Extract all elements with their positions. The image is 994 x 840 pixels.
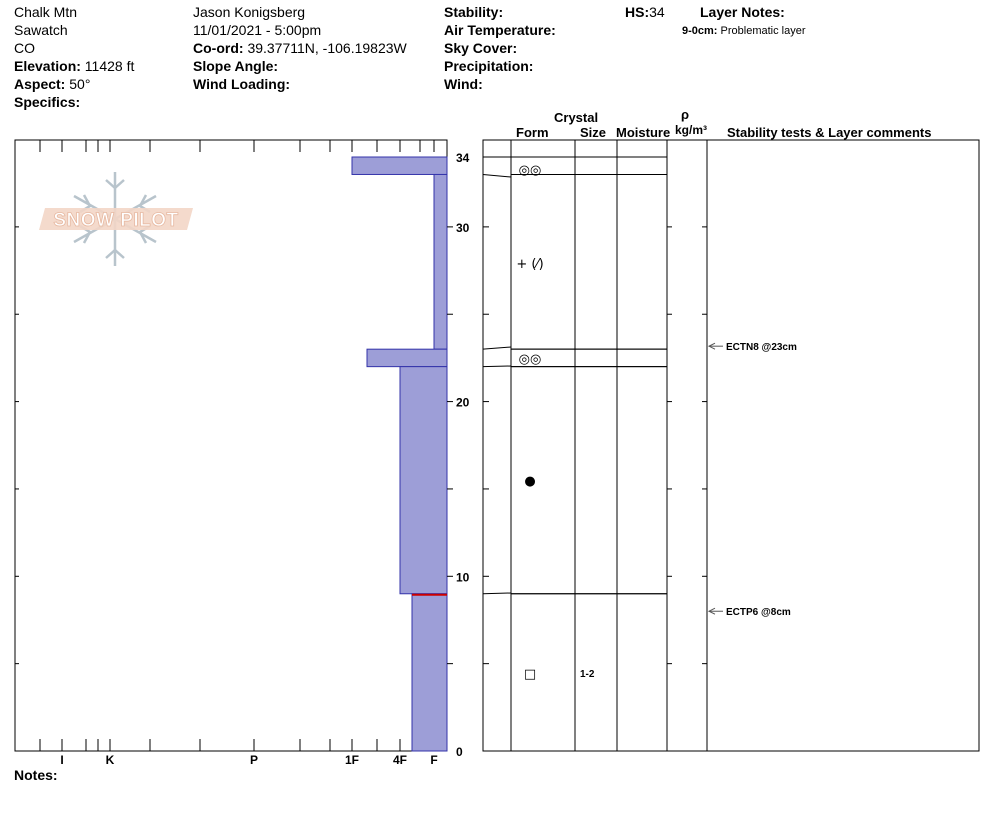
- coord-value: 39.37711N, -106.19823W: [247, 40, 407, 56]
- wind-label: Wind:: [444, 76, 483, 92]
- slope-angle-label: Slope Angle:: [193, 58, 279, 74]
- elevation-value: 11428 ft: [84, 58, 135, 74]
- stability-test-label: ECTP6 @8cm: [726, 607, 791, 618]
- depth-tick-label: 30: [456, 221, 470, 235]
- crystal-header: Crystal: [554, 110, 599, 125]
- depth-tick-label: 34: [456, 151, 470, 165]
- stability-arrow-icon: [707, 342, 716, 350]
- elevation: Elevation: 11428 ft: [14, 58, 134, 74]
- aspect: Aspect: 50°: [14, 76, 90, 92]
- precipitation-label: Precipitation:: [444, 58, 534, 74]
- density-unit-header: kg/m³: [675, 123, 708, 137]
- specifics-label: Specifics:: [14, 94, 81, 110]
- hardness-label: P: [250, 753, 258, 767]
- snow-height: HS:34: [625, 4, 665, 20]
- comments-header: Stability tests & Layer comments: [727, 125, 932, 140]
- crystal-form-symbol: ◎◎: [519, 352, 542, 367]
- depth-tick-label: 20: [456, 396, 470, 410]
- depth-connector: [482, 173, 512, 178]
- date-time: 11/01/2021 - 5:00pm: [193, 22, 322, 38]
- coord-label: Co-ord:: [193, 40, 244, 56]
- air-temperature-label: Air Temperature:: [444, 22, 556, 38]
- depth-connector: [482, 365, 512, 368]
- hs-label: HS:: [625, 4, 650, 20]
- mountain-range: Sawatch: [14, 22, 68, 38]
- hardness-bar: [433, 173, 448, 350]
- crystal-form-symbol: ◎◎: [519, 163, 542, 178]
- stability-label: Stability:: [444, 4, 504, 20]
- stability-arrow-icon: [707, 607, 716, 615]
- layer-note-depth: 9-0cm:: [682, 25, 718, 37]
- depth-tick-label: 0: [456, 745, 463, 759]
- rho-header: ρ: [681, 107, 690, 122]
- crystal-form-symbol: + (⁄): [516, 257, 543, 272]
- hardness-bar: [351, 156, 448, 175]
- size-header: Size: [580, 125, 607, 140]
- depth-connector: [482, 592, 512, 595]
- stability-test-label: ECTN8 @23cm: [726, 342, 797, 353]
- hardness-label: 4F: [393, 753, 407, 767]
- sky-cover-label: Sky Cover:: [444, 40, 518, 56]
- hardness-label: F: [430, 753, 437, 767]
- hardness-label: I: [60, 753, 63, 767]
- location-name: Chalk Mtn: [14, 4, 78, 20]
- coordinates: Co-ord: 39.37711N, -106.19823W: [193, 40, 407, 56]
- state: CO: [14, 40, 35, 56]
- crystal-form-symbol: □: [524, 667, 536, 682]
- hs-value: 34: [649, 4, 665, 20]
- hardness-bar: [411, 593, 448, 752]
- wind-loading-label: Wind Loading:: [193, 76, 291, 92]
- crystal-size-label: 1-2: [580, 669, 595, 680]
- layer-note-text: Problematic layer: [720, 25, 806, 37]
- depth-connector: [482, 346, 512, 350]
- layer-note: 9-0cm: Problematic layer: [682, 25, 806, 37]
- profile-frame: [14, 139, 448, 752]
- aspect-label: Aspect:: [14, 76, 66, 92]
- observer: Jason Konigsberg: [193, 4, 306, 20]
- notes-label: Notes:: [14, 767, 58, 783]
- form-header: Form: [516, 125, 549, 140]
- crystal-form-symbol: ●: [524, 474, 535, 489]
- elevation-label: Elevation:: [14, 58, 81, 74]
- hardness-bar: [366, 348, 448, 368]
- hardness-bar: [399, 366, 448, 595]
- depth-tick-label: 10: [456, 570, 470, 584]
- aspect-value: 50°: [69, 76, 91, 92]
- layer-grid-frame: [482, 139, 980, 752]
- layer-notes-label: Layer Notes:: [700, 4, 785, 20]
- hardness-label: K: [106, 753, 115, 767]
- hardness-label: 1F: [345, 753, 359, 767]
- moisture-header: Moisture: [616, 125, 671, 140]
